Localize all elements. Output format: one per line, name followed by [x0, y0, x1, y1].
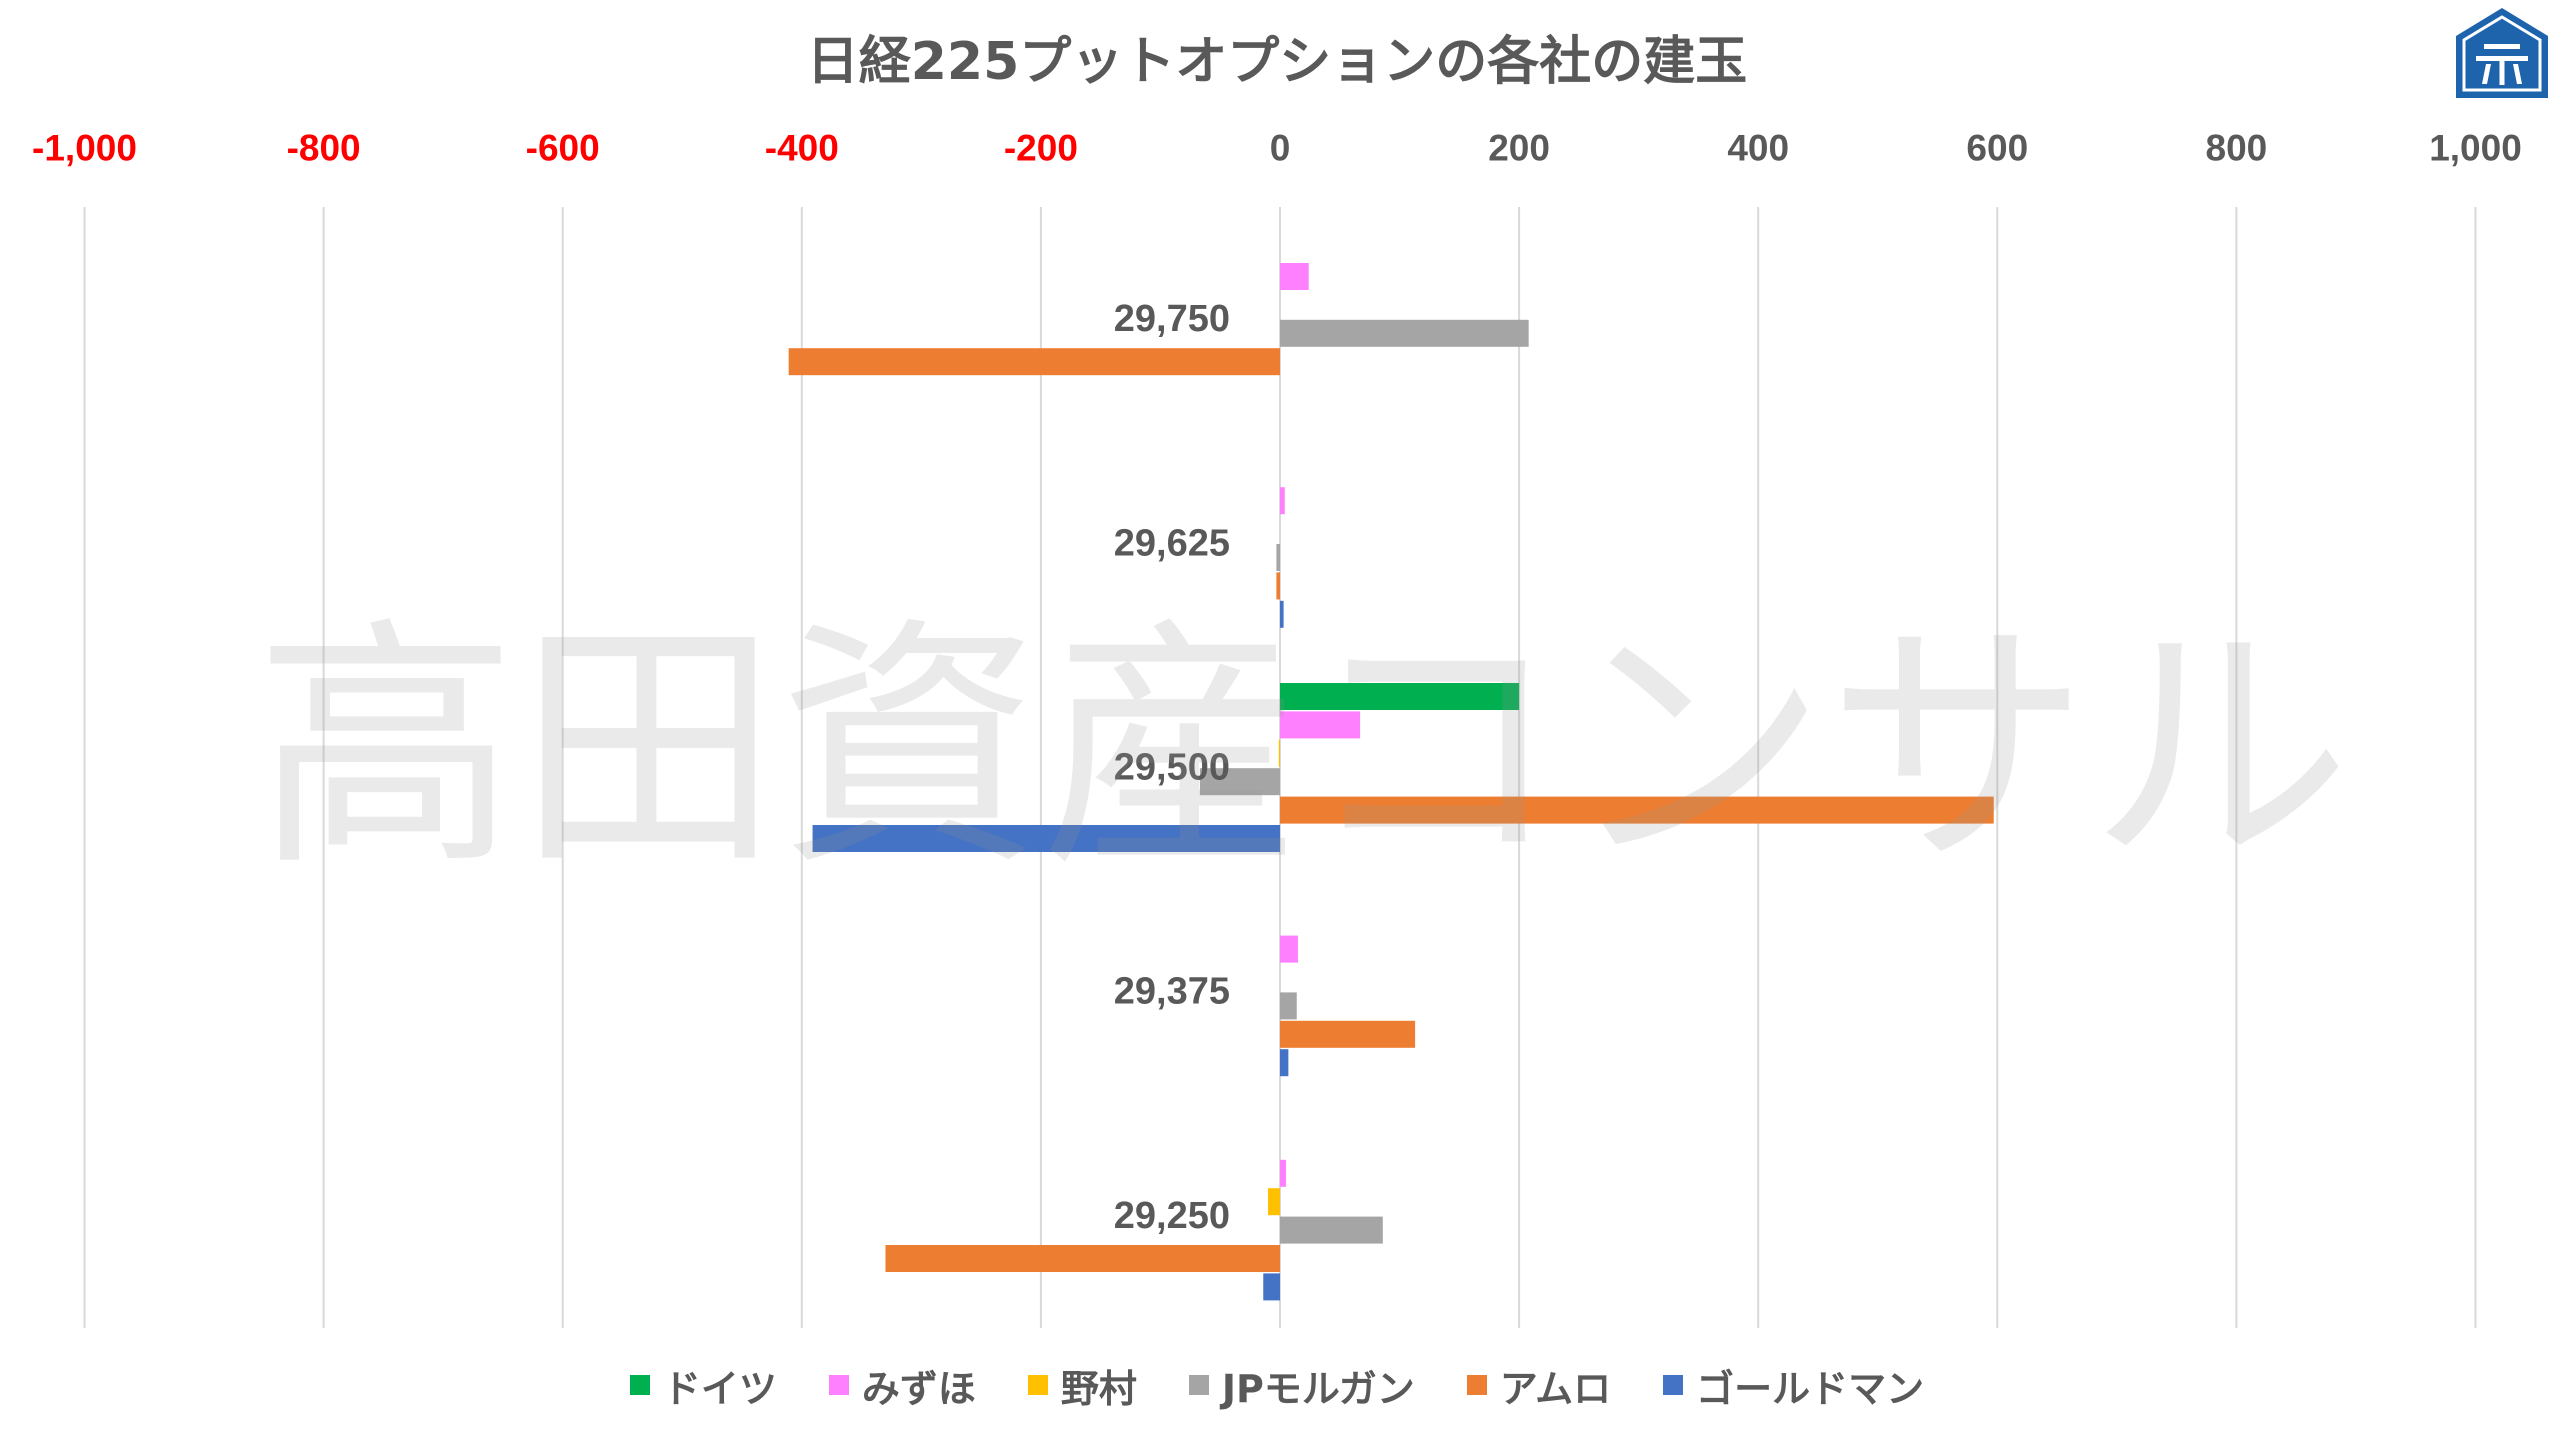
x-tick-label: 1,000	[2429, 128, 2522, 169]
category-group	[788, 263, 1529, 376]
x-tick-label: 400	[1727, 128, 1789, 169]
legend-marker	[629, 1375, 650, 1395]
x-tick-label: 600	[1966, 128, 2028, 169]
x-tick-label: -1,000	[32, 128, 137, 169]
logo-glyph-stroke	[2476, 56, 2528, 61]
legend-item-goldman: ゴールドマン	[1663, 1358, 1924, 1413]
bar-goldman	[1280, 600, 1284, 628]
legend-label: 野村	[1060, 1366, 1137, 1411]
bar-deutsche	[1280, 683, 1520, 710]
legend-marker	[828, 1375, 849, 1395]
bar-jpmorgan	[1280, 319, 1529, 347]
legend-marker	[1466, 1375, 1487, 1395]
legend-item-amro: アムロ	[1466, 1358, 1612, 1413]
logo-glyph-stroke	[2484, 44, 2520, 49]
legend-item-jpmorgan: JPモルガン	[1188, 1358, 1415, 1413]
bar-mizuho	[1280, 711, 1361, 739]
category-group	[1276, 487, 1285, 628]
logo-glyph-stroke	[2513, 64, 2522, 84]
category-label: 29,625	[1114, 522, 1230, 564]
bar-mizuho	[1280, 263, 1309, 290]
category-label: 29,500	[1114, 747, 1230, 789]
logo-glyph-stroke	[2482, 64, 2491, 84]
chart-title: 日経225プットオプションの各社の建玉	[806, 32, 1748, 92]
bar-mizuho	[1280, 487, 1285, 515]
bar-nomura	[1278, 739, 1280, 767]
category-labels: 29,750 29,625 29,500 29,375 29,250	[1114, 298, 1230, 1237]
legend-label: ドイツ	[662, 1366, 777, 1411]
bar-mizuho	[1280, 935, 1298, 963]
bar-amro	[1280, 796, 1994, 824]
gridlines	[83, 207, 2477, 1328]
legend-label: JPモルガン	[1221, 1366, 1415, 1411]
bar-goldman	[1280, 1049, 1289, 1077]
x-tick-label: -800	[287, 128, 361, 169]
legend-item-nomura: 野村	[1027, 1358, 1137, 1413]
legend-marker	[1188, 1375, 1209, 1395]
x-tick-label: 200	[1488, 128, 1550, 169]
legend-marker	[1663, 1375, 1684, 1395]
category-group	[812, 683, 1994, 852]
x-tick-label: -400	[765, 128, 839, 169]
bar-mizuho	[1280, 1159, 1286, 1187]
bar-jpmorgan	[1280, 992, 1297, 1020]
x-tick-label: -200	[1004, 128, 1078, 169]
legend-item-deutsche: ドイツ	[629, 1358, 777, 1413]
legend-marker	[1027, 1375, 1048, 1395]
bars	[788, 263, 1994, 1301]
bar-goldman	[812, 825, 1280, 852]
bar-amro	[1280, 1020, 1416, 1048]
category-label: 29,375	[1114, 971, 1230, 1013]
category-label: 29,750	[1114, 298, 1230, 340]
x-tick-label: 800	[2206, 128, 2268, 169]
bar-nomura	[1268, 1188, 1280, 1216]
bar-jpmorgan	[1280, 1216, 1383, 1244]
bar-amro	[788, 348, 1280, 376]
house-logo-icon	[2456, 8, 2548, 98]
logo-glyph-stroke	[2499, 61, 2505, 85]
legend-label: ゴールドマン	[1696, 1366, 1925, 1411]
category-group	[885, 1159, 1383, 1301]
x-axis-tick-labels: -1,000 -800 -600 -400 -200 0 200 400 600 800 1,000	[32, 128, 2522, 169]
bar-jpmorgan	[1276, 544, 1280, 571]
legend-item-mizuho: みずほ	[828, 1358, 976, 1413]
x-tick-label: 0	[1270, 128, 1291, 169]
legend-label: みずほ	[861, 1366, 976, 1411]
category-group	[1280, 935, 1416, 1077]
x-tick-label: -600	[526, 128, 600, 169]
legend: ドイツ みずほ 野村 JPモルガン アムロ ゴールドマン	[0, 1358, 2554, 1413]
bar-goldman	[1263, 1273, 1280, 1301]
category-label: 29,250	[1114, 1195, 1230, 1237]
bar-amro	[885, 1245, 1280, 1272]
legend-label: アムロ	[1499, 1366, 1612, 1411]
logo-inner-outline	[2462, 15, 2542, 92]
bar-jpmorgan	[1199, 768, 1280, 796]
bar-amro	[1276, 572, 1280, 600]
